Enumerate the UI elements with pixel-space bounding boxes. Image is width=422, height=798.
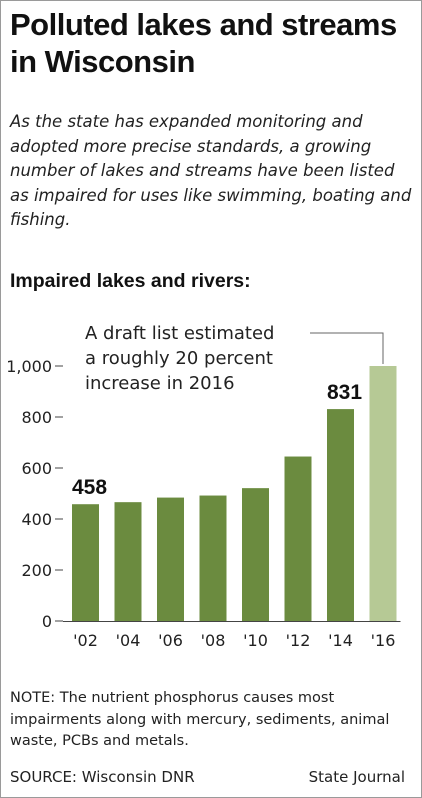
chart-credit: State Journal: [308, 768, 405, 786]
chart-subtitle: As the state has expanded monitoring and…: [10, 112, 412, 229]
x-tick-label: '08: [201, 631, 226, 650]
y-tick-label: 1,000: [6, 357, 52, 376]
x-tick-label: '12: [286, 631, 311, 650]
bar: [72, 504, 99, 621]
x-tick-label: '06: [158, 631, 183, 650]
x-tick-label: '04: [116, 631, 141, 650]
y-tick-label: 0: [42, 612, 52, 631]
y-tick-label: 200: [21, 561, 52, 580]
annotation-text: increase in 2016: [85, 373, 235, 394]
bar: [284, 456, 312, 621]
y-tick-label: 400: [21, 510, 52, 529]
bar: [114, 502, 142, 621]
bar: [242, 488, 269, 621]
x-tick-label: '14: [328, 631, 353, 650]
chart-note: NOTE: The nutrient phosphorus causes mos…: [10, 690, 390, 749]
annotation-leader-line: [310, 332, 384, 364]
bar: [369, 366, 397, 621]
x-tick-label: '10: [243, 631, 268, 650]
data-label: 458: [72, 476, 107, 499]
annotation-text: A draft list estimated: [85, 323, 274, 344]
bar: [157, 497, 184, 621]
y-tick-label: 600: [21, 459, 52, 478]
bar: [199, 495, 227, 621]
x-tick-label: '02: [73, 631, 98, 650]
data-label: 831: [327, 381, 362, 404]
chart-title: Polluted lakes and streams in Wisconsin: [10, 7, 397, 79]
chart-source: SOURCE: Wisconsin DNR: [10, 768, 195, 786]
chart-heading: Impaired lakes and rivers:: [10, 270, 251, 292]
x-tick-label: '16: [371, 631, 396, 650]
y-tick-label: 800: [21, 408, 52, 427]
annotation-text: a roughly 20 percent: [85, 348, 273, 369]
bar: [327, 409, 354, 621]
